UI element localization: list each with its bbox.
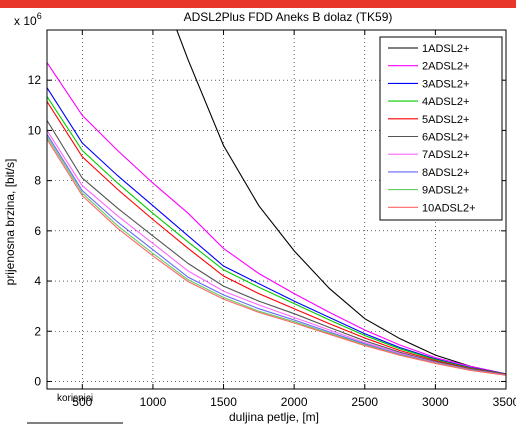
y-tick-label: 4 xyxy=(34,274,41,288)
series-line-2 xyxy=(47,62,506,375)
plot-frame xyxy=(46,29,507,390)
y-multiplier: x 106 xyxy=(14,11,42,28)
y-tick-label: 6 xyxy=(34,224,41,238)
y-tick-label: 12 xyxy=(28,73,42,87)
series-line-1 xyxy=(176,30,506,375)
series-line-6 xyxy=(47,120,506,376)
series-line-10 xyxy=(47,138,506,376)
legend-label: 1ADSL2+ xyxy=(422,43,469,55)
x-tick-label: 3000 xyxy=(422,395,449,409)
y-tick-label: 0 xyxy=(34,374,41,388)
y-tick-label: 10 xyxy=(28,123,42,137)
y-tick-label: 2 xyxy=(34,324,41,338)
legend-label: 6ADSL2+ xyxy=(422,132,469,144)
legend-label: 5ADSL2+ xyxy=(422,114,469,126)
series-line-7 xyxy=(47,130,506,376)
chart-title: ADSL2Plus FDD Aneks B dolaz (TK59) xyxy=(184,10,393,24)
korisnici-label: korisnici xyxy=(57,393,93,404)
x-tick-label: 1500 xyxy=(210,395,237,409)
series-lines xyxy=(47,30,506,376)
legend-label: 8ADSL2+ xyxy=(422,167,469,179)
x-tick-label: 2500 xyxy=(351,395,378,409)
legend-label: 2ADSL2+ xyxy=(422,61,469,73)
x-tick-label: 500 xyxy=(72,395,92,409)
series-line-5 xyxy=(47,101,506,375)
x-tick-label: 1000 xyxy=(140,395,167,409)
legend: 1ADSL2+ 2ADSL2+ 3ADSL2+ 4ADSL2+ 5ADSL2+ 6ADSL… xyxy=(379,36,503,221)
x-axis-label: duljina petlje, [m] xyxy=(229,410,319,424)
x-tick-label: 2000 xyxy=(281,395,308,409)
legend-label: 4ADSL2+ xyxy=(422,96,469,108)
top-accent-bar xyxy=(0,0,516,8)
series-line-3 xyxy=(47,87,506,375)
y-tick-label: 8 xyxy=(34,174,41,188)
legend-label: 3ADSL2+ xyxy=(422,78,469,90)
legend-label: 9ADSL2+ xyxy=(422,185,469,197)
legend-label: 10ADSL2+ xyxy=(422,202,476,214)
series-line-4 xyxy=(47,96,506,375)
legend-label: 7ADSL2+ xyxy=(422,149,469,161)
y-axis-label: prijenosna brzina, [bit/s] xyxy=(3,159,17,286)
